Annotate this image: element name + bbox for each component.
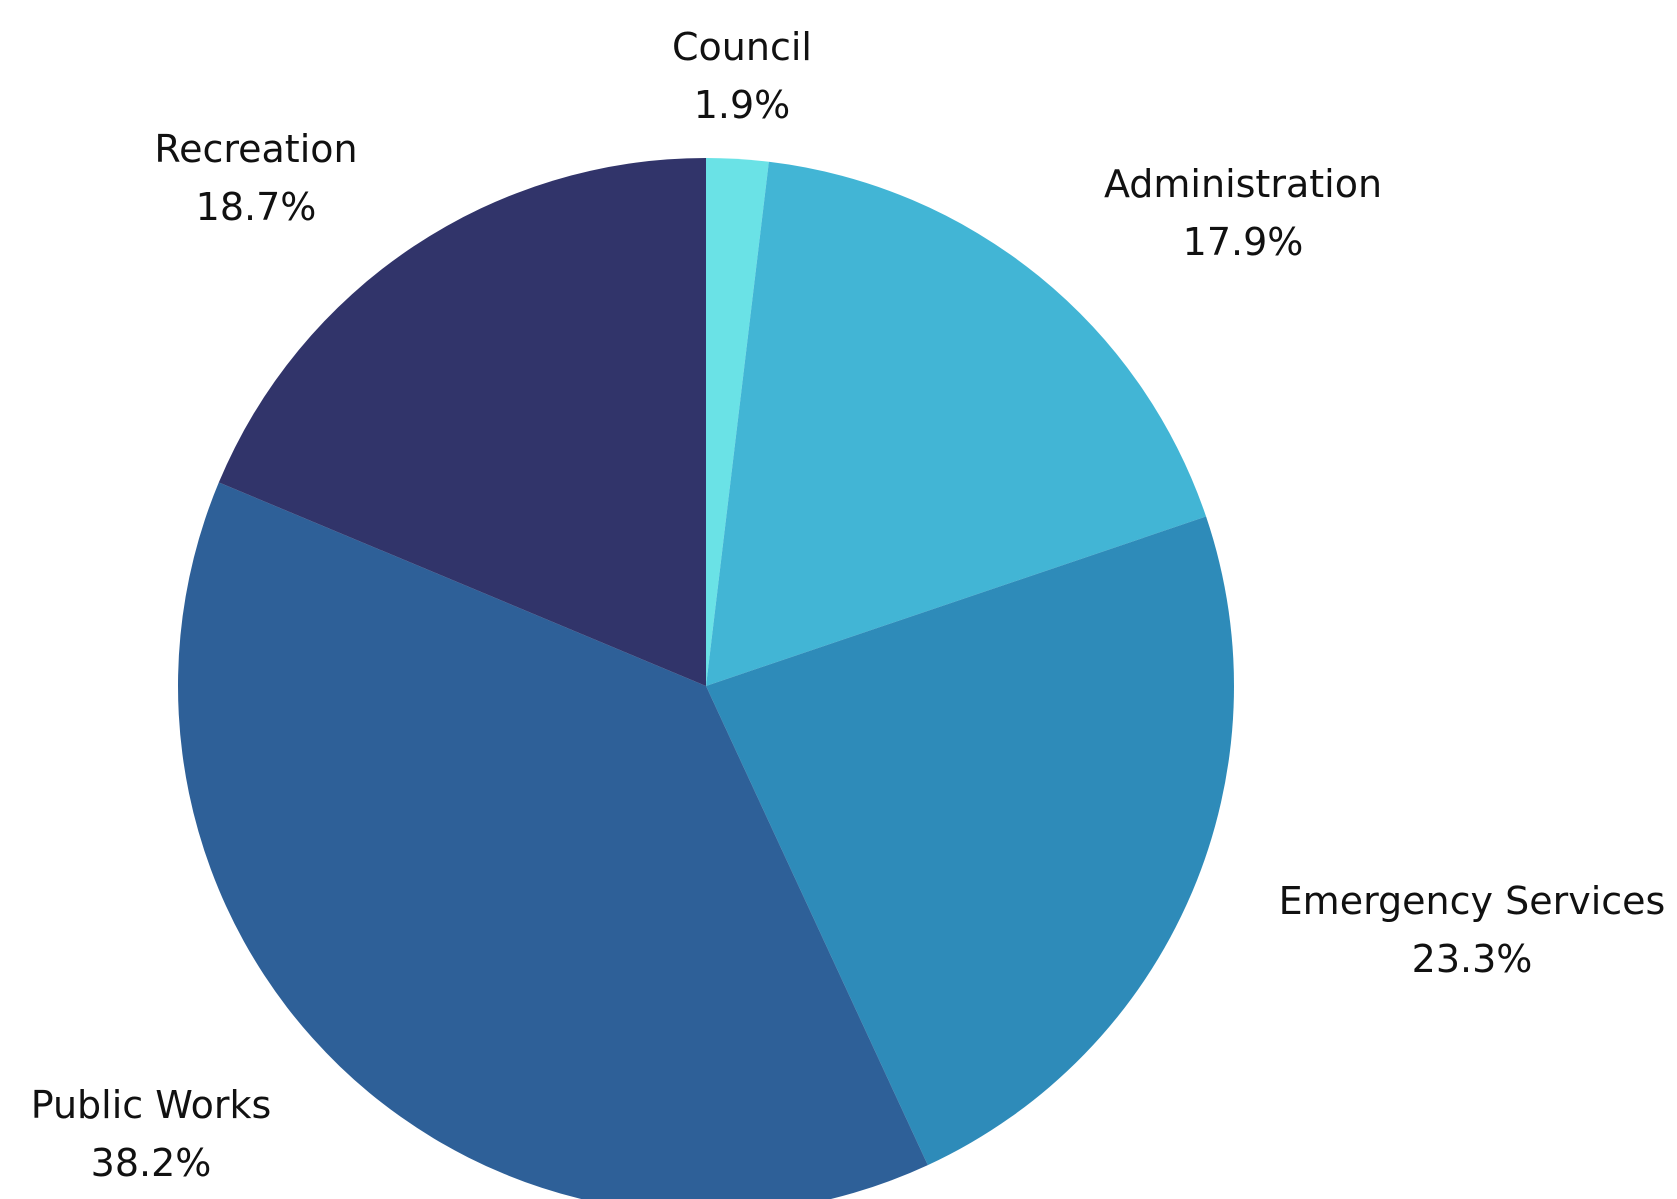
pie-slice-emergency-services — [706, 516, 1235, 1166]
pie-slice-council — [706, 158, 769, 686]
slice-label-council: Council — [672, 25, 812, 69]
slice-percent-administration: 17.9% — [1183, 220, 1304, 264]
pie-slices — [178, 158, 1235, 1199]
slice-percent-recreation: 18.7% — [196, 185, 317, 229]
slice-percent-emergency-services: 23.3% — [1412, 937, 1533, 981]
slice-label-recreation: Recreation — [154, 127, 357, 171]
slice-label-administration: Administration — [1104, 162, 1382, 206]
slice-label-emergency-services: Emergency Services — [1279, 879, 1666, 923]
slice-label-public-works: Public Works — [31, 1083, 272, 1127]
slice-percent-public-works: 38.2% — [91, 1141, 212, 1185]
pie-slice-administration — [706, 161, 1207, 686]
slice-percent-council: 1.9% — [694, 83, 791, 127]
pie-labels: Council 1.9% Administration 17.9% Emergency … — [31, 25, 1666, 1185]
pie-slice-public-works — [178, 482, 928, 1199]
pie-slice-recreation — [218, 158, 706, 686]
